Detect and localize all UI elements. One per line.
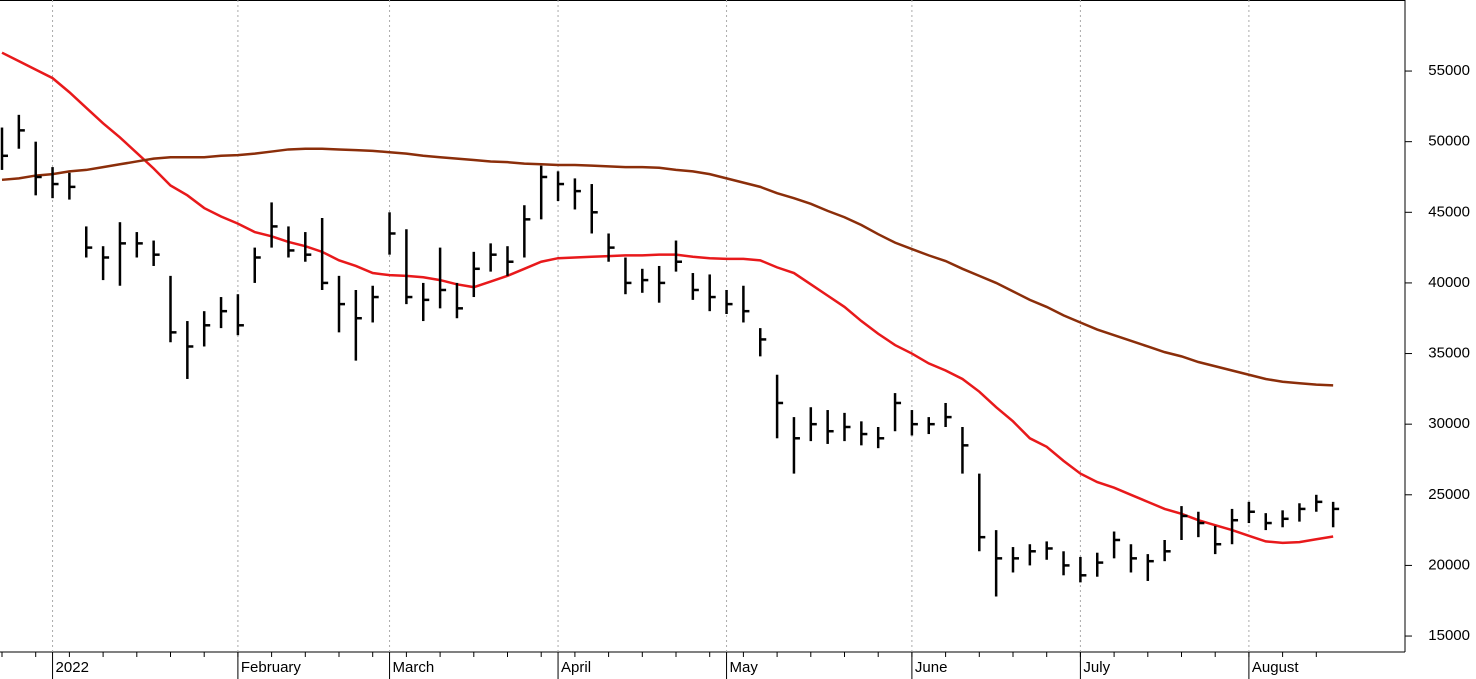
y-tick-label: 30000 [1428, 415, 1470, 432]
x-tick-label: June [915, 659, 948, 676]
moving-average-line [1, 147, 1334, 387]
y-tick-label: 35000 [1428, 345, 1470, 362]
y-tick-label: 15000 [1428, 627, 1470, 644]
x-tick-label: 2022 [56, 659, 89, 676]
moving-average-line [1, 51, 1334, 545]
x-tick-label: August [1252, 659, 1300, 676]
y-tick-label: 20000 [1428, 556, 1470, 573]
x-tick-label: July [1083, 659, 1110, 676]
y-tick-label: 55000 [1428, 62, 1470, 79]
y-tick-label: 45000 [1428, 203, 1470, 220]
x-tick-label: February [241, 659, 302, 676]
x-tick-label: April [561, 659, 591, 676]
y-tick-label: 40000 [1428, 274, 1470, 291]
x-tick-label: May [730, 659, 759, 676]
x-tick-label: March [393, 659, 435, 676]
y-tick-label: 50000 [1428, 133, 1470, 150]
y-tick-label: 25000 [1428, 486, 1470, 503]
